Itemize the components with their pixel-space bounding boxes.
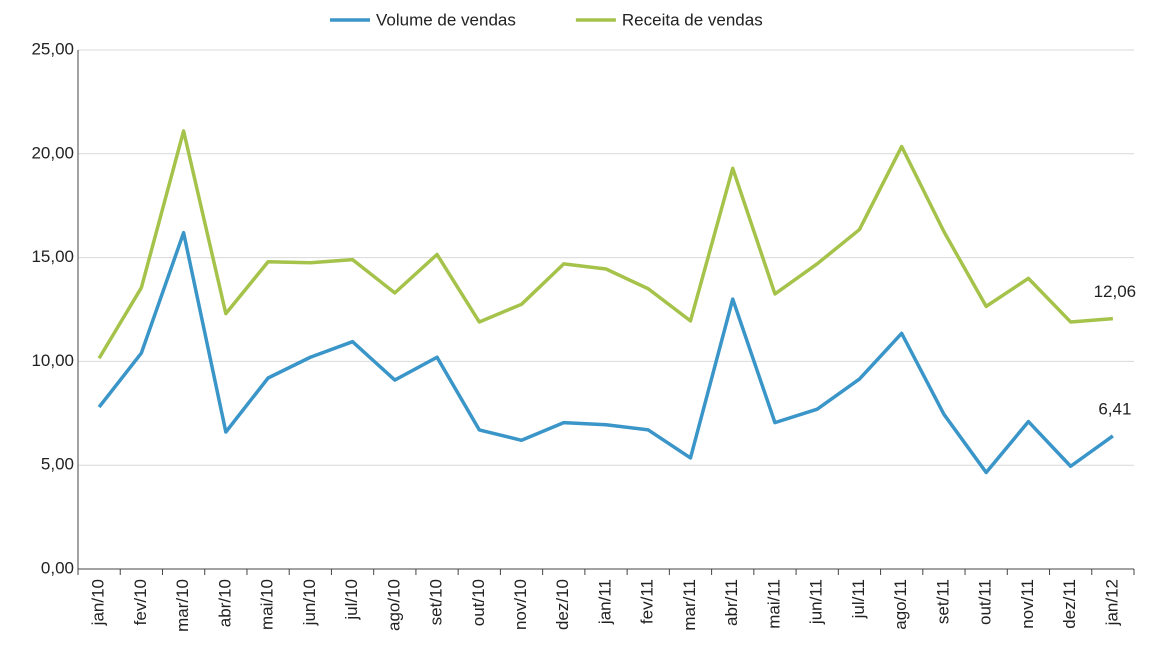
series-line: [97, 230, 1114, 475]
y-tick-label: 20,00: [31, 143, 74, 162]
x-tick-label: mar/11: [680, 579, 699, 631]
x-tick-label: jul/11: [849, 579, 868, 619]
y-tick-label: 0,00: [41, 558, 74, 577]
x-tick-label: mai/11: [764, 579, 783, 629]
x-tick-label: fev/10: [131, 579, 150, 625]
x-tick-label: out/11: [976, 579, 995, 625]
x-tick-label: nov/11: [1018, 579, 1037, 629]
x-tick-label: ago/10: [384, 579, 403, 631]
x-tick-label: out/10: [469, 579, 488, 626]
x-tick-label: jul/10: [342, 579, 361, 621]
x-tick-label: jan/12: [1102, 579, 1121, 626]
x-tick-label: mai/10: [258, 579, 277, 630]
legend-label: Receita de vendas: [622, 10, 763, 29]
x-tick-label: mar/10: [173, 579, 192, 632]
x-tick-label: jun/10: [300, 579, 319, 626]
x-tick-label: ago/11: [891, 579, 910, 630]
legend-label: Volume de vendas: [376, 10, 516, 29]
x-tick-label: abr/10: [215, 579, 234, 627]
x-tick-label: dez/11: [1060, 579, 1079, 629]
x-tick-label: nov/10: [511, 579, 530, 630]
y-tick-label: 25,00: [31, 39, 74, 58]
x-tick-label: jan/10: [89, 579, 108, 626]
y-tick-label: 15,00: [31, 247, 74, 266]
y-tick-label: 5,00: [41, 455, 74, 474]
x-tick-label: set/10: [427, 579, 446, 625]
data-label: 12,06: [1094, 282, 1137, 301]
x-tick-label: jun/11: [807, 579, 826, 625]
y-tick-label: 10,00: [31, 351, 74, 370]
data-label: 6,41: [1098, 399, 1131, 418]
x-tick-label: dez/10: [553, 579, 572, 630]
series-line: [97, 129, 1114, 360]
x-tick-label: abr/11: [722, 579, 741, 626]
x-tick-label: fev/11: [638, 579, 657, 624]
x-tick-label: jan/11: [595, 579, 614, 625]
x-tick-label: set/11: [933, 579, 952, 624]
